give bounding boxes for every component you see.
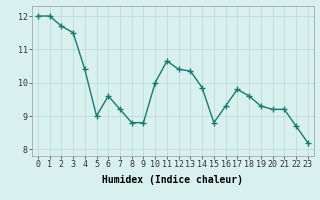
X-axis label: Humidex (Indice chaleur): Humidex (Indice chaleur) [102, 175, 243, 185]
